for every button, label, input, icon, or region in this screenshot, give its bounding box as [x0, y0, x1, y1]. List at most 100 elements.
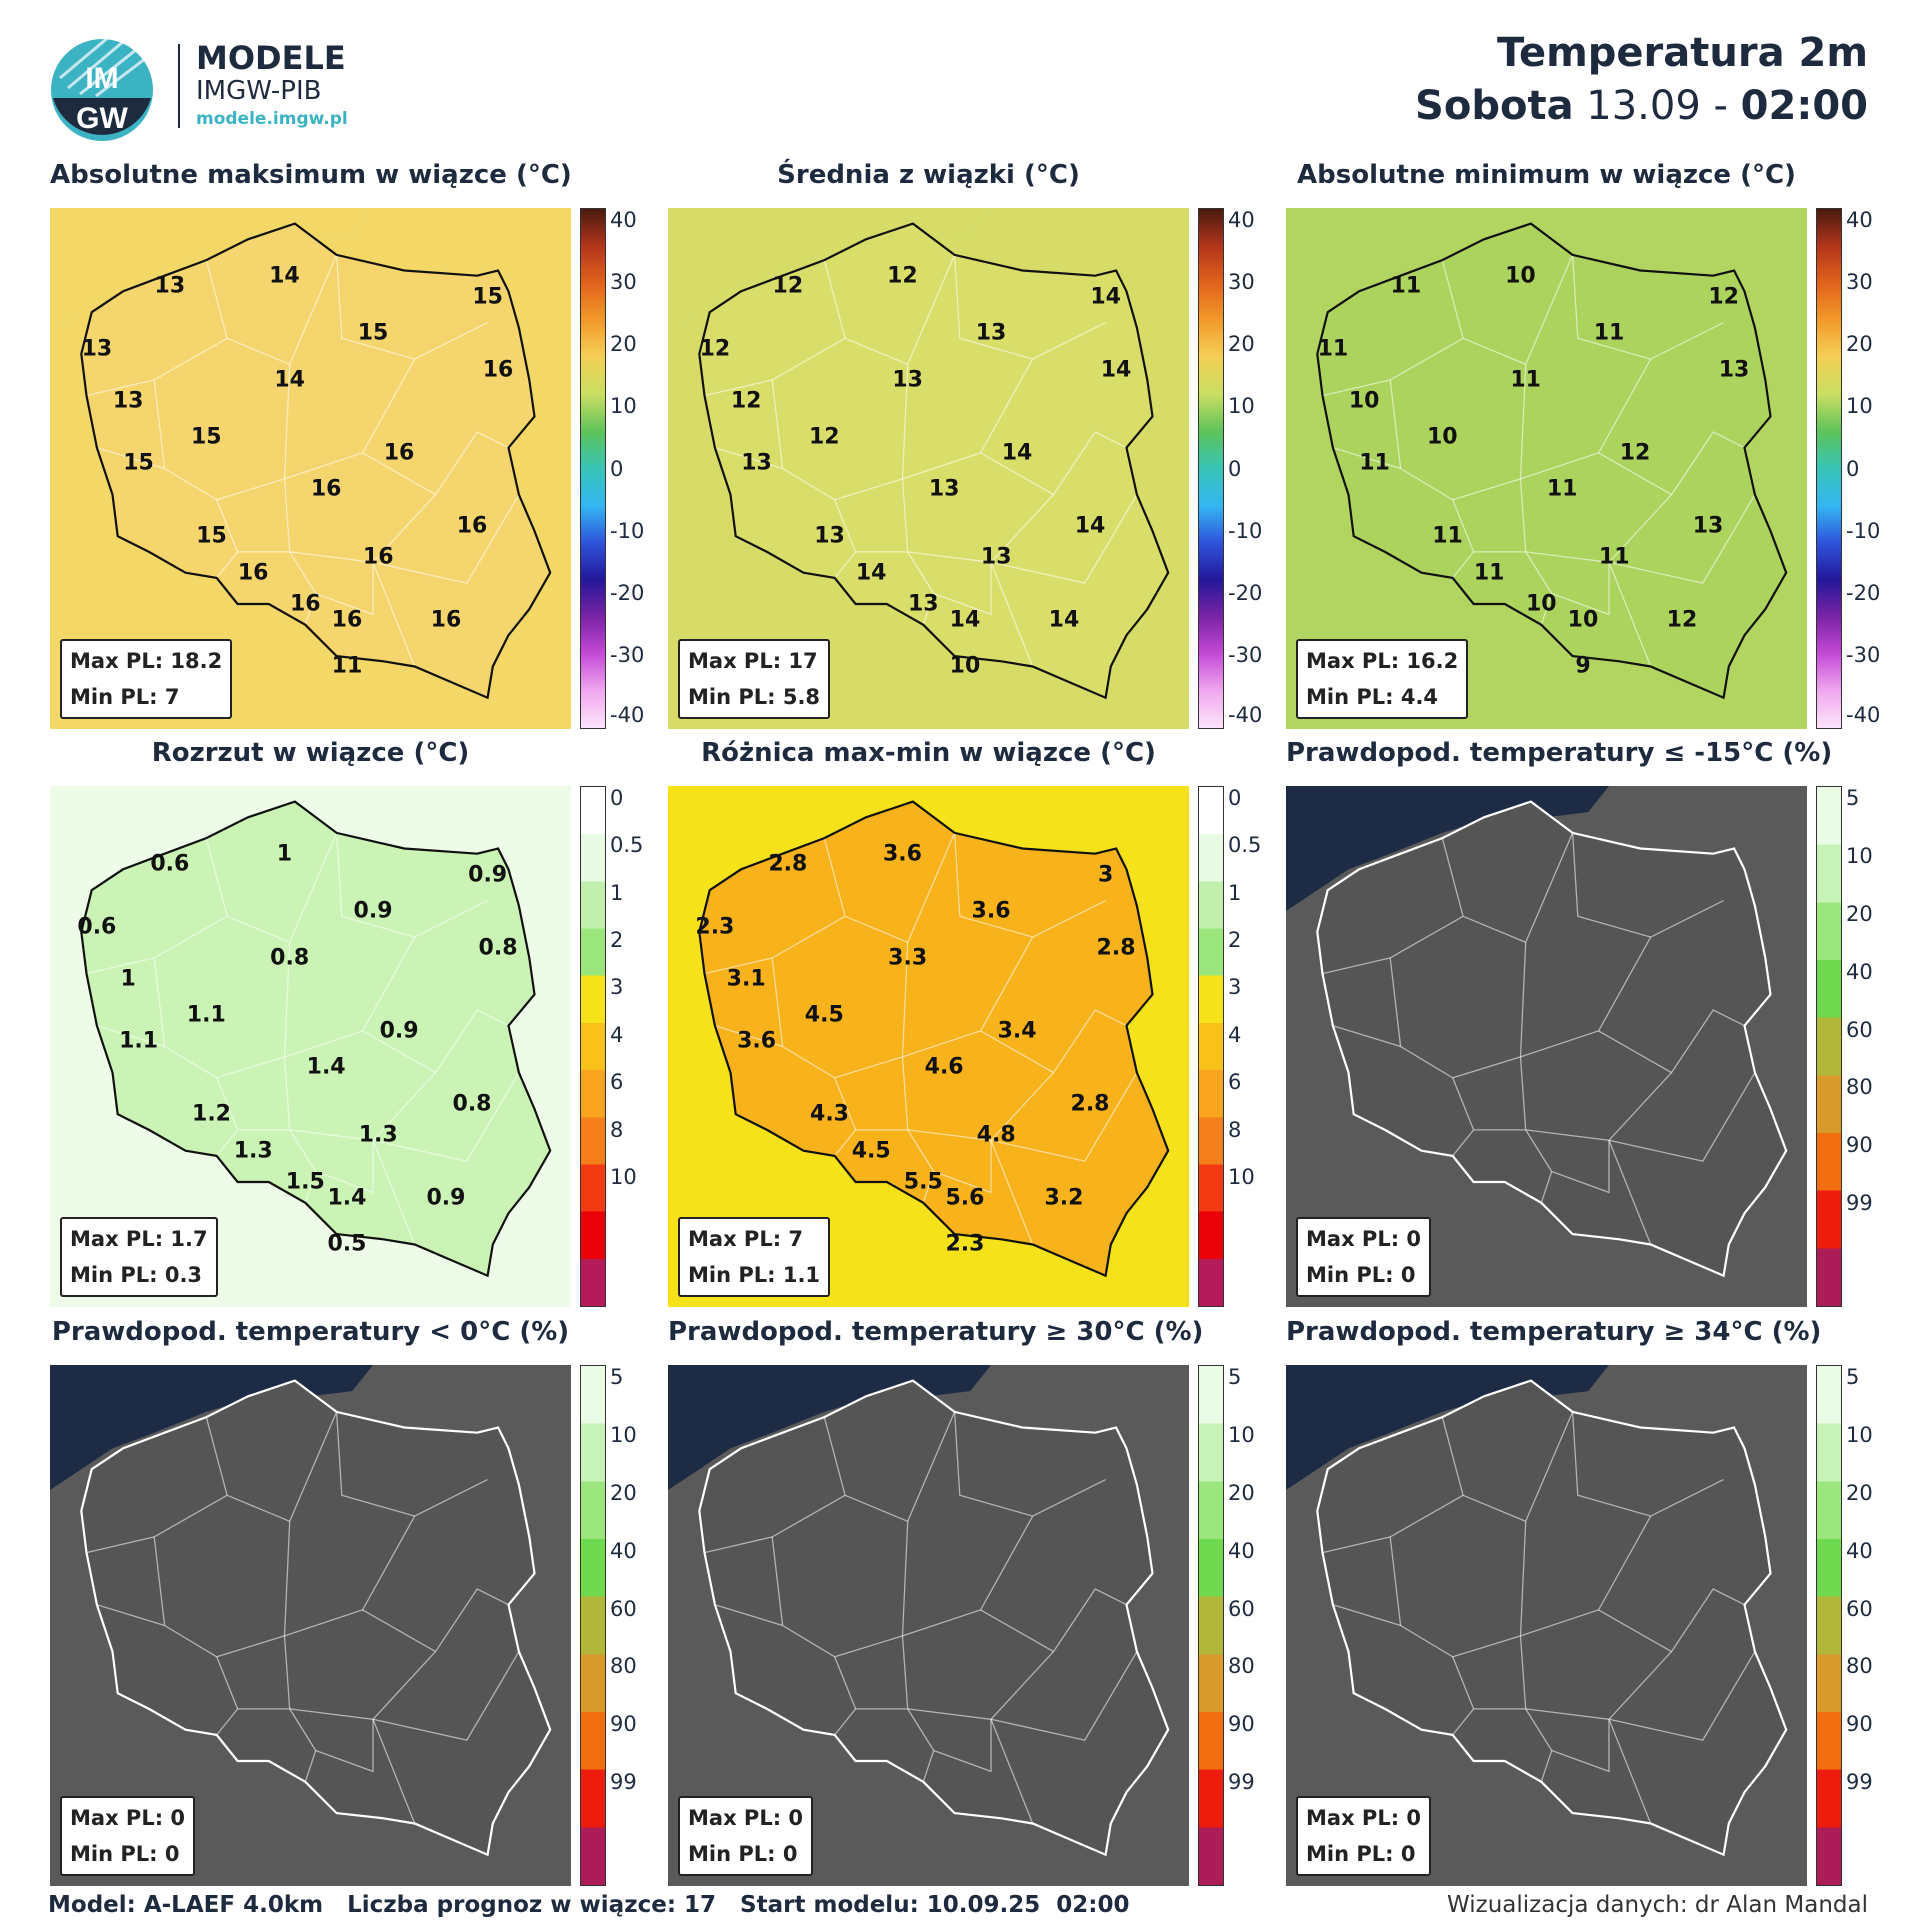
voivodeship-border	[372, 1072, 520, 1162]
country-border	[698, 222, 1170, 700]
map-value-label: 0.8	[452, 1091, 492, 1117]
panel-4-map-svg	[50, 786, 552, 1278]
voivodeship-border	[1551, 562, 1610, 616]
colorbar-tick: 1	[610, 880, 624, 905]
panel-4-stats: Max PL: 1.7 Min PL: 0.3	[60, 1217, 218, 1297]
colorbar-tick: 3	[1228, 975, 1242, 1000]
colorbar-tick: 5	[1846, 1365, 1860, 1389]
panel-7-stats: Max PL: 0 Min PL: 0	[60, 1796, 196, 1876]
max-pl: Max PL: 7	[688, 1227, 804, 1251]
voivodeship-border	[1608, 1140, 1652, 1245]
voivodeship-border	[1598, 1588, 1745, 1653]
voivodeship-border	[1389, 364, 1527, 501]
voivodeship-border	[990, 1719, 1034, 1824]
map-value-label: 4.8	[976, 1122, 1016, 1148]
voivodeship-border	[1441, 254, 1574, 366]
map-value-label: 12	[1708, 284, 1739, 310]
map-value-label: 12	[699, 336, 731, 362]
country-fill	[699, 1380, 1169, 1855]
colorbar-tick: 10	[1846, 1422, 1873, 1447]
colorbar-tick: 6	[1228, 1070, 1242, 1095]
map-value-label: 16	[237, 560, 269, 586]
map-value-label: 10	[1525, 591, 1557, 617]
voivodeship-border	[1452, 499, 1475, 579]
panel-9-stats: Max PL: 0 Min PL: 0	[1296, 1796, 1432, 1876]
map-value-label: 11	[1546, 476, 1578, 502]
voivodeship-border	[205, 254, 338, 366]
map-value-label: 1.4	[327, 1185, 367, 1211]
brand-url[interactable]: modele.imgw.pl	[196, 109, 348, 129]
panel-9-colorbar-ticks: 5 10 20 40 60 80 90 99	[1846, 1365, 1896, 1886]
map-value-label: 13	[928, 476, 960, 502]
voivodeship-border	[1520, 358, 1652, 480]
colorbar-tick: 10	[1846, 394, 1873, 419]
voivodeship-border	[1332, 1604, 1401, 1627]
map-value-label: 14	[1001, 440, 1033, 466]
brand-separator	[178, 44, 180, 128]
colorbar-tick: 99	[1846, 1770, 1873, 1795]
colorbar-tick: 20	[1228, 1480, 1255, 1505]
panel-2-map: 12 12 14 12 13 14 12 13 12 13 14 13 13 14 13 14 13 14 14 10…	[668, 208, 1189, 729]
min-pl: Min PL: 0	[70, 1842, 180, 1866]
voivodeship-border	[372, 1719, 416, 1824]
colorbar-tick: 10	[1846, 843, 1873, 868]
colorbar-tick: 20	[1846, 1480, 1873, 1505]
colorbar-tick: 80	[610, 1654, 637, 1679]
colorbar-tick: 2	[1228, 928, 1242, 953]
panel-2-stats: Max PL: 17 Min PL: 5.8	[678, 639, 831, 719]
panel-3-map-svg	[1286, 208, 1788, 700]
map-value-label: 1.1	[119, 1028, 159, 1054]
map-value-label: 9	[1575, 653, 1591, 679]
max-pl: Max PL: 0	[1306, 1806, 1422, 1830]
colorbar-tick: 40	[1846, 1538, 1873, 1563]
map-value-label: 13	[892, 367, 923, 393]
colorbar-tick: 0.5	[610, 833, 644, 858]
min-pl: Min PL: 0	[1306, 1263, 1416, 1287]
voivodeship-border	[1322, 337, 1464, 397]
panel-4-title: Rozrzut w wiązce (°C)	[151, 738, 470, 768]
max-pl: Max PL: 17	[688, 649, 818, 673]
colorbar-tick: 60	[1228, 1596, 1255, 1621]
min-pl: Min PL: 0	[1306, 1842, 1416, 1866]
map-value-label: 13	[814, 523, 845, 549]
panel-6-map: Max PL: 0 Min PL: 0	[1286, 786, 1807, 1307]
country-fill	[1317, 223, 1787, 698]
voivodeship-border	[823, 254, 956, 366]
model-info: Model: A-LAEF 4.0km Liczba prognoz w wią…	[48, 1892, 1130, 1918]
max-pl: Max PL: 18.2	[70, 649, 223, 673]
map-value-label: 16	[362, 544, 394, 570]
voivodeship-border	[990, 1651, 1138, 1741]
map-value-label: 10	[949, 653, 981, 679]
panel-5-stats: Max PL: 7 Min PL: 1.1	[678, 1217, 831, 1297]
map-value-label: 1.3	[233, 1138, 273, 1164]
colorbar-tick: 80	[1228, 1654, 1255, 1679]
voivodeship-border	[990, 494, 1138, 584]
colorbar-tick: 4	[610, 1022, 624, 1047]
voivodeship-border	[1551, 1719, 1610, 1773]
colorbar-tick: 20	[610, 1480, 637, 1505]
colorbar-tick: 40	[610, 1538, 637, 1563]
page-title-block: Temperatura 2m Sobota 13.09 - 02:00	[1415, 28, 1868, 134]
map-value-label: 15	[196, 523, 227, 549]
map-value-label: 16	[482, 357, 514, 382]
voivodeship-border	[953, 832, 1106, 938]
colorbar-tick: 3	[610, 975, 624, 1000]
colorbar-tick: 99	[1228, 1770, 1255, 1795]
colorbar-tick: 40	[1846, 208, 1873, 232]
voivodeship-border	[315, 1140, 374, 1194]
colorbar-tick: 20	[1846, 901, 1873, 926]
colorbar-tick: 0	[610, 786, 624, 810]
colorbar-tick: -20	[1846, 580, 1881, 605]
voivodeship-border	[834, 1077, 857, 1157]
panel-1-stats: Max PL: 18.2 Min PL: 7	[60, 639, 233, 719]
colorbar-tick: 10	[610, 1422, 637, 1447]
colorbar-tick: -40	[1228, 703, 1263, 727]
voivodeship-border	[953, 1411, 1106, 1517]
map-value-label: 14	[855, 560, 887, 586]
map-value-label: 0.9	[379, 1018, 419, 1044]
panel-6-colorbar	[1816, 786, 1842, 1307]
map-value-label: 0.6	[77, 914, 117, 940]
forecast-sep: -	[1713, 83, 1728, 129]
map-value-label: 14	[274, 367, 305, 393]
min-pl: Min PL: 1.1	[688, 1263, 821, 1287]
